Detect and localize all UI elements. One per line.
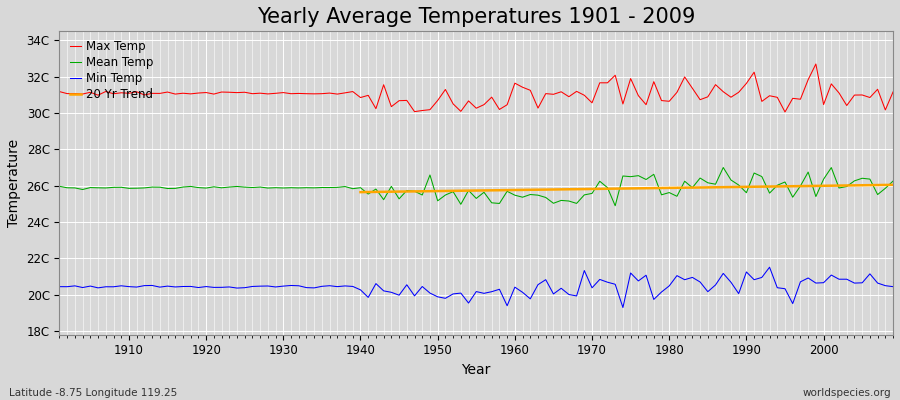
Line: Min Temp: Min Temp <box>59 267 893 308</box>
Legend: Max Temp, Mean Temp, Min Temp, 20 Yr Trend: Max Temp, Mean Temp, Min Temp, 20 Yr Tre… <box>69 40 153 101</box>
20 Yr Trend <box>479 188 490 193</box>
Mean Temp <box>602 185 613 190</box>
Max Temp <box>602 80 613 85</box>
Min Temp <box>617 305 628 310</box>
Max Temp <box>501 102 512 107</box>
20 Yr Trend <box>803 184 814 188</box>
Mean Temp <box>54 184 65 189</box>
Mean Temp <box>610 203 621 208</box>
Max Temp <box>285 91 296 96</box>
Y-axis label: Temperature: Temperature <box>7 139 21 227</box>
20 Yr Trend <box>356 190 366 194</box>
Mean Temp <box>116 185 127 190</box>
Max Temp <box>54 89 65 94</box>
Min Temp <box>332 284 343 289</box>
Text: Latitude -8.75 Longitude 119.25: Latitude -8.75 Longitude 119.25 <box>9 388 177 398</box>
Title: Yearly Average Temperatures 1901 - 2009: Yearly Average Temperatures 1901 - 2009 <box>257 7 696 27</box>
Line: Mean Temp: Mean Temp <box>59 168 893 206</box>
20 Yr Trend <box>518 188 528 192</box>
20 Yr Trend <box>887 182 898 187</box>
Mean Temp <box>332 185 343 190</box>
20 Yr Trend <box>494 188 505 193</box>
Min Temp <box>285 283 296 288</box>
20 Yr Trend <box>811 184 822 188</box>
Max Temp <box>887 90 898 94</box>
Max Temp <box>509 81 520 86</box>
Mean Temp <box>285 185 296 190</box>
Min Temp <box>509 285 520 290</box>
Line: Max Temp: Max Temp <box>59 64 893 112</box>
Min Temp <box>116 283 127 288</box>
Max Temp <box>332 92 343 96</box>
X-axis label: Year: Year <box>462 363 491 377</box>
Min Temp <box>602 280 613 285</box>
Min Temp <box>764 265 775 270</box>
Max Temp <box>811 62 822 66</box>
Text: worldspecies.org: worldspecies.org <box>803 388 891 398</box>
Mean Temp <box>718 165 729 170</box>
20 Yr Trend <box>648 186 659 190</box>
Max Temp <box>779 110 790 114</box>
Line: 20 Yr Trend: 20 Yr Trend <box>361 185 893 192</box>
Mean Temp <box>501 189 512 194</box>
Max Temp <box>116 90 127 95</box>
Min Temp <box>887 284 898 289</box>
Min Temp <box>501 303 512 308</box>
Mean Temp <box>887 179 898 184</box>
Mean Temp <box>509 193 520 198</box>
Min Temp <box>54 284 65 289</box>
